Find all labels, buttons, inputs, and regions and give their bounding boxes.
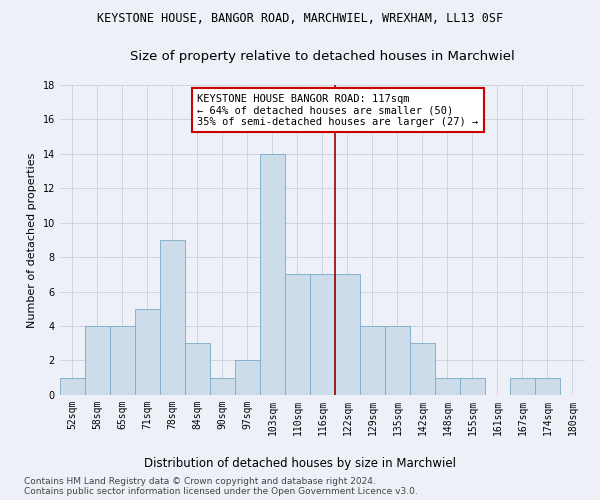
Bar <box>160 240 185 395</box>
Bar <box>310 274 335 395</box>
Bar <box>210 378 235 395</box>
Bar <box>335 274 360 395</box>
Bar <box>360 326 385 395</box>
Bar <box>385 326 410 395</box>
Bar <box>260 154 285 395</box>
Text: Contains public sector information licensed under the Open Government Licence v3: Contains public sector information licen… <box>24 488 418 496</box>
Bar <box>460 378 485 395</box>
Bar <box>110 326 135 395</box>
Bar <box>135 309 160 395</box>
Title: Size of property relative to detached houses in Marchwiel: Size of property relative to detached ho… <box>130 50 515 63</box>
Text: KEYSTONE HOUSE, BANGOR ROAD, MARCHWIEL, WREXHAM, LL13 0SF: KEYSTONE HOUSE, BANGOR ROAD, MARCHWIEL, … <box>97 12 503 26</box>
Text: KEYSTONE HOUSE BANGOR ROAD: 117sqm
← 64% of detached houses are smaller (50)
35%: KEYSTONE HOUSE BANGOR ROAD: 117sqm ← 64%… <box>197 94 479 127</box>
Text: Contains HM Land Registry data © Crown copyright and database right 2024.: Contains HM Land Registry data © Crown c… <box>24 478 376 486</box>
Bar <box>235 360 260 395</box>
Bar <box>285 274 310 395</box>
Bar <box>410 343 435 395</box>
Y-axis label: Number of detached properties: Number of detached properties <box>27 152 37 328</box>
Text: Distribution of detached houses by size in Marchwiel: Distribution of detached houses by size … <box>144 458 456 470</box>
Bar <box>510 378 535 395</box>
Bar <box>435 378 460 395</box>
Bar <box>185 343 210 395</box>
Bar <box>535 378 560 395</box>
Bar <box>85 326 110 395</box>
Bar <box>60 378 85 395</box>
